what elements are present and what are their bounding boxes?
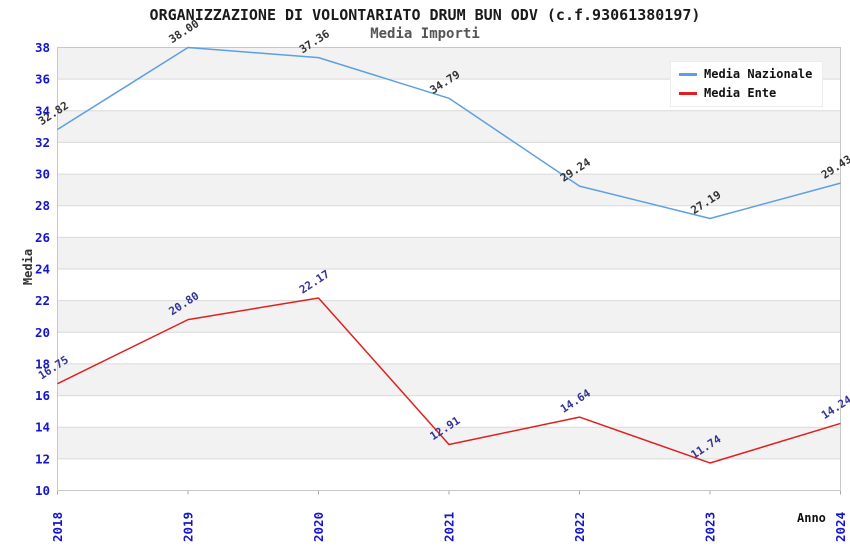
point-label: 38.00 [167, 17, 202, 46]
series-line-1 [57, 297, 841, 464]
y-axis-title: Media [21, 248, 35, 286]
chart-title: ORGANIZZAZIONE DI VOLONTARIATO DRUM BUN … [149, 6, 701, 24]
plot-band [57, 142, 841, 175]
legend: Media Nazionale Media Ente [670, 61, 824, 107]
plot-band [57, 332, 841, 364]
x-tick-label: 2022 [572, 512, 587, 542]
y-tick-label: 34 [35, 103, 50, 118]
x-tick-label: 2024 [833, 512, 848, 542]
x-tick-label: 2021 [442, 512, 457, 542]
y-tick-label: 18 [35, 356, 50, 371]
y-tick-label: 26 [35, 230, 50, 245]
y-tick-label: 20 [35, 325, 50, 340]
legend-item-media-ente: Media Ente [679, 86, 812, 100]
series-line-0 [57, 46, 841, 220]
x-tick-label: 2020 [311, 512, 326, 542]
y-tick-label: 36 [35, 72, 50, 87]
legend-line-swatch-ente [679, 91, 697, 95]
plot-band [57, 237, 841, 269]
y-tick-label: 22 [35, 293, 50, 308]
y-tick-label: 16 [35, 388, 50, 403]
plot-band [57, 458, 841, 491]
plot-band [57, 427, 841, 459]
plot-band [57, 174, 841, 206]
y-tick-label: 32 [35, 135, 50, 150]
legend-label-ente: Media Ente [704, 86, 777, 100]
y-tick-label: 28 [35, 198, 50, 213]
plot-band [57, 205, 841, 238]
plot-band [57, 395, 841, 428]
plot-band [57, 300, 841, 333]
legend-line-swatch-nazionale [679, 72, 697, 76]
x-tick-label: 2018 [50, 512, 65, 542]
plot-band [57, 110, 841, 143]
x-tick-label: 2019 [181, 512, 196, 542]
y-tick-label: 14 [35, 420, 50, 435]
y-tick-label: 38 [35, 40, 50, 55]
y-tick-label: 24 [35, 262, 50, 277]
chart-subtitle: Media Importi [370, 26, 480, 42]
x-axis-title: Anno [797, 511, 826, 525]
plot-band [57, 269, 841, 301]
y-tick-label: 30 [35, 167, 50, 182]
legend-label-nazionale: Media Nazionale [704, 67, 813, 81]
y-tick-label: 12 [35, 451, 50, 466]
y-tick-label: 10 [35, 483, 50, 498]
x-tick-label: 2023 [703, 512, 718, 542]
plot-band [57, 363, 841, 396]
legend-item-media-nazionale: Media Nazionale [679, 67, 812, 81]
plot-border [57, 47, 841, 491]
